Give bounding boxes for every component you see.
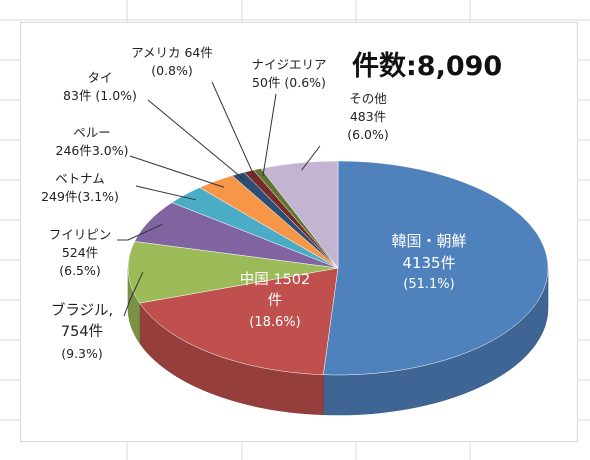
label-philippines-count: 524件	[61, 245, 99, 260]
pie-top-faces	[127, 160, 549, 376]
label-brazil-percent: (9.3%)	[61, 346, 103, 361]
label-nigeria: ナイジエリア 50件 (0.6%)	[236, 56, 342, 92]
label-china-unit: 件	[267, 293, 283, 309]
leader-line-7	[211, 81, 256, 179]
label-peru-count: 246件3.0%)	[55, 143, 129, 158]
label-brazil: ブラジル, 754件 (9.3%)	[34, 301, 130, 364]
slice-1	[139, 267, 339, 375]
label-philippines: フイリピン 524件 (6.5%)	[30, 226, 130, 280]
slice-2	[127, 241, 339, 304]
slice-0	[323, 160, 549, 376]
label-peru: ペルー 246件3.0%)	[40, 124, 144, 160]
leader-line-3	[117, 223, 163, 241]
leader-line-9	[301, 145, 321, 171]
label-other-name: その他	[349, 91, 387, 106]
leader-line-2	[123, 271, 144, 317]
label-usa-count: (0.8%)	[151, 63, 193, 78]
label-vietnam: ベトナム 249件(3.1%)	[24, 170, 136, 206]
label-other-count: 483件	[349, 109, 387, 124]
label-thailand-count: 83件 (1.0%)	[63, 88, 137, 103]
label-philippines-percent: (6.5%)	[59, 263, 101, 278]
label-thailand: タイ 83件 (1.0%)	[48, 69, 152, 105]
label-vietnam-name: ベトナム	[55, 171, 105, 186]
label-korea-name: 韓国・朝鮮	[391, 232, 467, 250]
label-korea: 韓国・朝鮮 4135件 (51.1%)	[374, 230, 484, 296]
label-brazil-name: ブラジル,	[50, 303, 114, 319]
label-usa-name: アメリカ 64件	[131, 45, 213, 60]
label-other: その他 483件 (6.0%)	[326, 90, 410, 144]
label-brazil-count: 754件	[60, 324, 104, 340]
leader-line-5	[129, 155, 225, 188]
label-china: 中国 1502 件 (18.6%)	[221, 270, 329, 333]
label-peru-name: ペルー	[73, 125, 111, 140]
label-vietnam-count: 249件(3.1%)	[41, 189, 119, 204]
label-korea-count: 4135件	[402, 254, 456, 272]
leader-line-8	[262, 93, 277, 177]
label-other-percent: (6.0%)	[347, 127, 389, 142]
label-thailand-name: タイ	[87, 70, 113, 85]
label-china-name: 中国	[239, 272, 269, 288]
leader-line-6	[147, 99, 246, 181]
label-china-count: 1502	[273, 272, 311, 288]
label-nigeria-count: 50件 (0.6%)	[252, 75, 326, 90]
chart-title: 件数:8,090	[352, 51, 503, 82]
label-philippines-name: フイリピン	[48, 227, 112, 242]
label-china-percent: (18.6%)	[249, 315, 301, 330]
label-korea-percent: (51.1%)	[403, 277, 455, 292]
slice-9	[260, 160, 339, 269]
label-nigeria-name: ナイジエリア	[251, 57, 327, 72]
leader-lines	[117, 81, 321, 317]
label-usa: アメリカ 64件 (0.8%)	[110, 44, 234, 80]
leader-line-4	[135, 185, 196, 201]
